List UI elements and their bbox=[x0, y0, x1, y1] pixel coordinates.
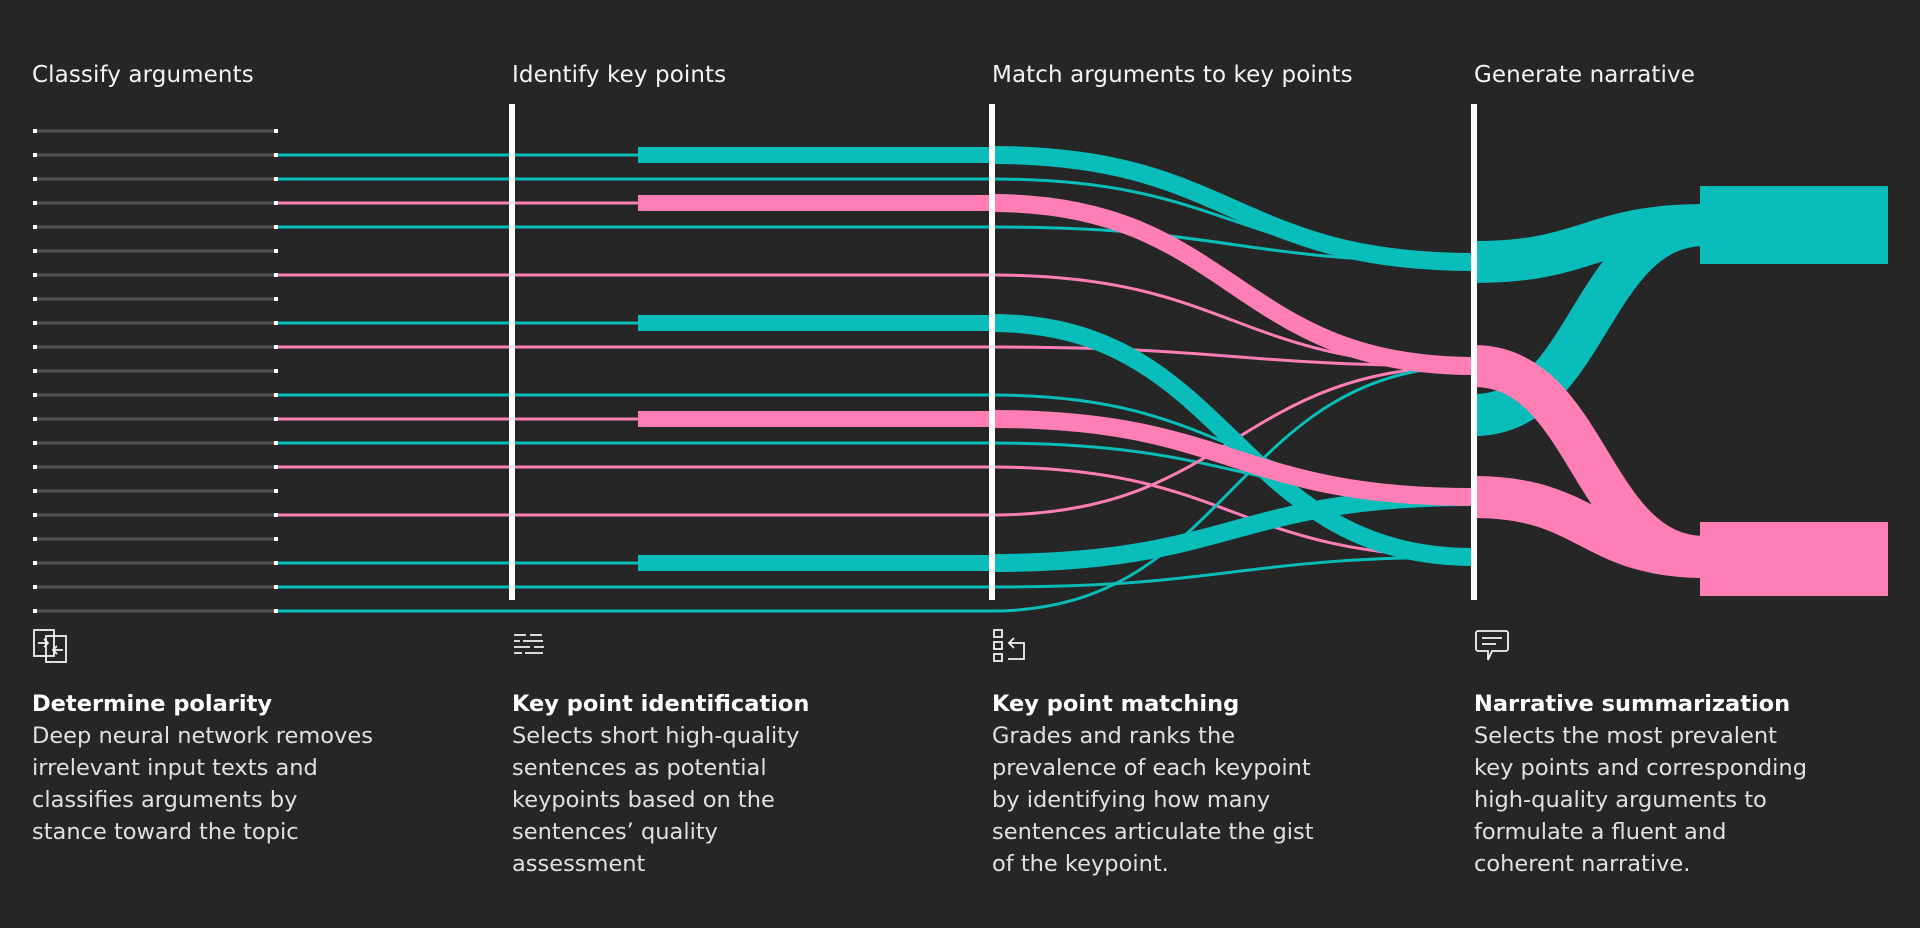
narrative-flow bbox=[1473, 476, 1706, 578]
input-dot bbox=[274, 225, 278, 229]
stage-divider bbox=[509, 104, 515, 600]
input-dot bbox=[33, 441, 37, 445]
input-dot bbox=[33, 345, 37, 349]
input-dot bbox=[274, 489, 278, 493]
input-dot bbox=[274, 561, 278, 565]
key-point-flow bbox=[991, 314, 1475, 566]
input-dot bbox=[274, 153, 278, 157]
input-dot bbox=[33, 153, 37, 157]
stage-title-generate: Generate narrative bbox=[1474, 62, 1695, 88]
input-dot bbox=[33, 369, 37, 373]
input-dot bbox=[33, 561, 37, 565]
input-dot bbox=[33, 249, 37, 253]
description-heading: Narrative summarization bbox=[1474, 691, 1791, 717]
input-dot bbox=[33, 297, 37, 301]
input-dot bbox=[33, 609, 37, 613]
input-dot bbox=[274, 393, 278, 397]
match-curve bbox=[991, 555, 1475, 589]
input-dot bbox=[33, 321, 37, 325]
description-text: Selects short high-quality sentences as … bbox=[512, 723, 800, 877]
input-dot bbox=[274, 201, 278, 205]
key-point-bar bbox=[638, 195, 992, 211]
input-dot bbox=[33, 225, 37, 229]
key-point-bar bbox=[638, 555, 992, 571]
input-dot bbox=[274, 129, 278, 133]
input-dot bbox=[33, 465, 37, 469]
input-dot bbox=[274, 249, 278, 253]
description-polarity: Determine polarity Deep neural network r… bbox=[32, 688, 377, 848]
description-heading: Key point identification bbox=[512, 691, 810, 717]
stage-divider bbox=[1471, 104, 1477, 600]
input-dot bbox=[274, 441, 278, 445]
description-heading: Key point matching bbox=[992, 691, 1240, 717]
input-dot bbox=[33, 585, 37, 589]
input-dot bbox=[33, 537, 37, 541]
key-point-flow bbox=[991, 146, 1475, 271]
input-dot bbox=[274, 321, 278, 325]
input-dot bbox=[274, 465, 278, 469]
stage-title-classify: Classify arguments bbox=[32, 62, 254, 88]
description-narrative: Narrative summarization Selects the most… bbox=[1474, 688, 1819, 880]
input-dot bbox=[274, 609, 278, 613]
description-text: Deep neural network removes irrelevant i… bbox=[32, 723, 373, 845]
identification-icon bbox=[512, 628, 548, 664]
polarity-icon bbox=[32, 628, 68, 664]
input-dot bbox=[274, 369, 278, 373]
input-dot bbox=[274, 297, 278, 301]
match-curve bbox=[991, 364, 1475, 613]
input-dot bbox=[274, 417, 278, 421]
description-text: Grades and ranks the prevalence of each … bbox=[992, 723, 1314, 877]
input-dot bbox=[33, 201, 37, 205]
description-heading: Determine polarity bbox=[32, 691, 273, 717]
stage-divider bbox=[989, 104, 995, 600]
input-dot bbox=[33, 417, 37, 421]
stage-title-identify: Identify key points bbox=[512, 62, 727, 88]
input-dot bbox=[33, 489, 37, 493]
output-pink-block bbox=[1700, 522, 1888, 596]
narrative-icon bbox=[1474, 628, 1510, 664]
key-point-bar bbox=[638, 411, 992, 427]
matching-icon bbox=[992, 628, 1028, 664]
input-dot bbox=[33, 513, 37, 517]
description-matching: Key point matching Grades and ranks the … bbox=[992, 688, 1337, 880]
stage-title-match: Match arguments to key points bbox=[992, 62, 1353, 88]
narrative-flow bbox=[1472, 204, 1707, 436]
description-identification: Key point identification Selects short h… bbox=[512, 688, 857, 880]
key-point-bar bbox=[638, 315, 992, 331]
output-teal-block bbox=[1700, 186, 1888, 264]
input-dot bbox=[33, 129, 37, 133]
key-point-flow bbox=[991, 410, 1475, 506]
key-point-flow bbox=[991, 194, 1475, 375]
input-dot bbox=[274, 513, 278, 517]
input-dot bbox=[33, 393, 37, 397]
description-text: Selects the most prevalent key points an… bbox=[1474, 723, 1807, 877]
input-dot bbox=[33, 273, 37, 277]
input-dot bbox=[33, 177, 37, 181]
key-point-bar bbox=[638, 147, 992, 163]
input-dot bbox=[274, 177, 278, 181]
input-dot bbox=[274, 273, 278, 277]
input-dot bbox=[274, 585, 278, 589]
input-dot bbox=[274, 345, 278, 349]
input-dot bbox=[274, 537, 278, 541]
